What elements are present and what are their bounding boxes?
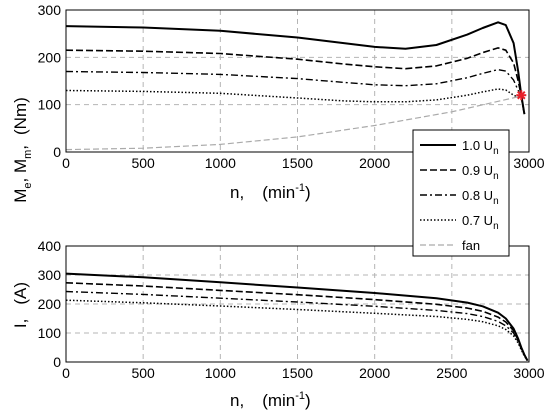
y-tick-label: 300: [38, 2, 62, 18]
marker-stroke: [517, 90, 526, 100]
grid: [66, 10, 529, 152]
plot-frame: [65, 9, 530, 153]
x-tick-label: 500: [131, 365, 155, 381]
legend-label: 1.0 Un: [462, 138, 499, 157]
current-plot: 0 500 1000 1500 2000 2500 3000 0 100 200 300 400 I,…: [11, 238, 545, 410]
legend-label: 0.8 Un: [462, 188, 499, 207]
operating-point-marker: [516, 90, 527, 101]
legend-label: 0.7 Un: [462, 213, 499, 232]
series-line: [65, 47, 526, 115]
y-tick-label: 0: [53, 354, 61, 370]
series-line: [65, 21, 526, 115]
series-line: [65, 95, 522, 151]
x-tick-label: 1000: [205, 365, 236, 381]
x-tick-label: 1000: [205, 155, 236, 171]
grid: [66, 246, 529, 362]
x-tick-label: 2000: [359, 155, 390, 171]
x-tick-label: 3000: [513, 155, 544, 171]
y-axis-label: Me, Mm,(Nm): [11, 97, 34, 203]
y-tick-label: 200: [38, 296, 62, 312]
x-tick-label: 1500: [282, 155, 313, 171]
y-tick-label: 100: [38, 325, 62, 341]
x-tick-label: 0: [62, 365, 70, 381]
series-lines: [65, 21, 526, 151]
legend-label: 0.9 Un: [462, 163, 499, 182]
y-axis-label: I,(A): [11, 282, 30, 328]
plot-frame: [65, 245, 530, 363]
series-line: [65, 88, 526, 115]
x-axis-label: n, (min-1): [230, 390, 311, 410]
x-axis-label: n, (min-1): [230, 182, 311, 202]
y-tick-label: 100: [38, 97, 62, 113]
x-tick-label: 500: [131, 155, 155, 171]
tick-labels: 0 500 1000 1500 2000 2500 3000 0 100 200 300 400: [38, 238, 545, 381]
x-tick-label: 1500: [282, 365, 313, 381]
series-line: [65, 290, 529, 361]
y-tick-label: 200: [38, 49, 62, 65]
x-tick-label: 0: [62, 155, 70, 171]
legend: 1.0 Un 0.9 Un 0.8 Un 0.7 Un fan: [412, 129, 510, 257]
x-tick-label: 3000: [513, 365, 544, 381]
x-tick-label: 2000: [359, 365, 390, 381]
y-tick-label: 0: [53, 144, 61, 160]
legend-box: [412, 129, 510, 257]
series-line: [65, 299, 529, 362]
series-line: [65, 68, 526, 115]
y-tick-label: 300: [38, 267, 62, 283]
x-tick-label: 2500: [436, 365, 467, 381]
series-lines: [65, 272, 529, 362]
legend-label: fan: [462, 238, 480, 253]
y-tick-label: 400: [38, 238, 62, 254]
